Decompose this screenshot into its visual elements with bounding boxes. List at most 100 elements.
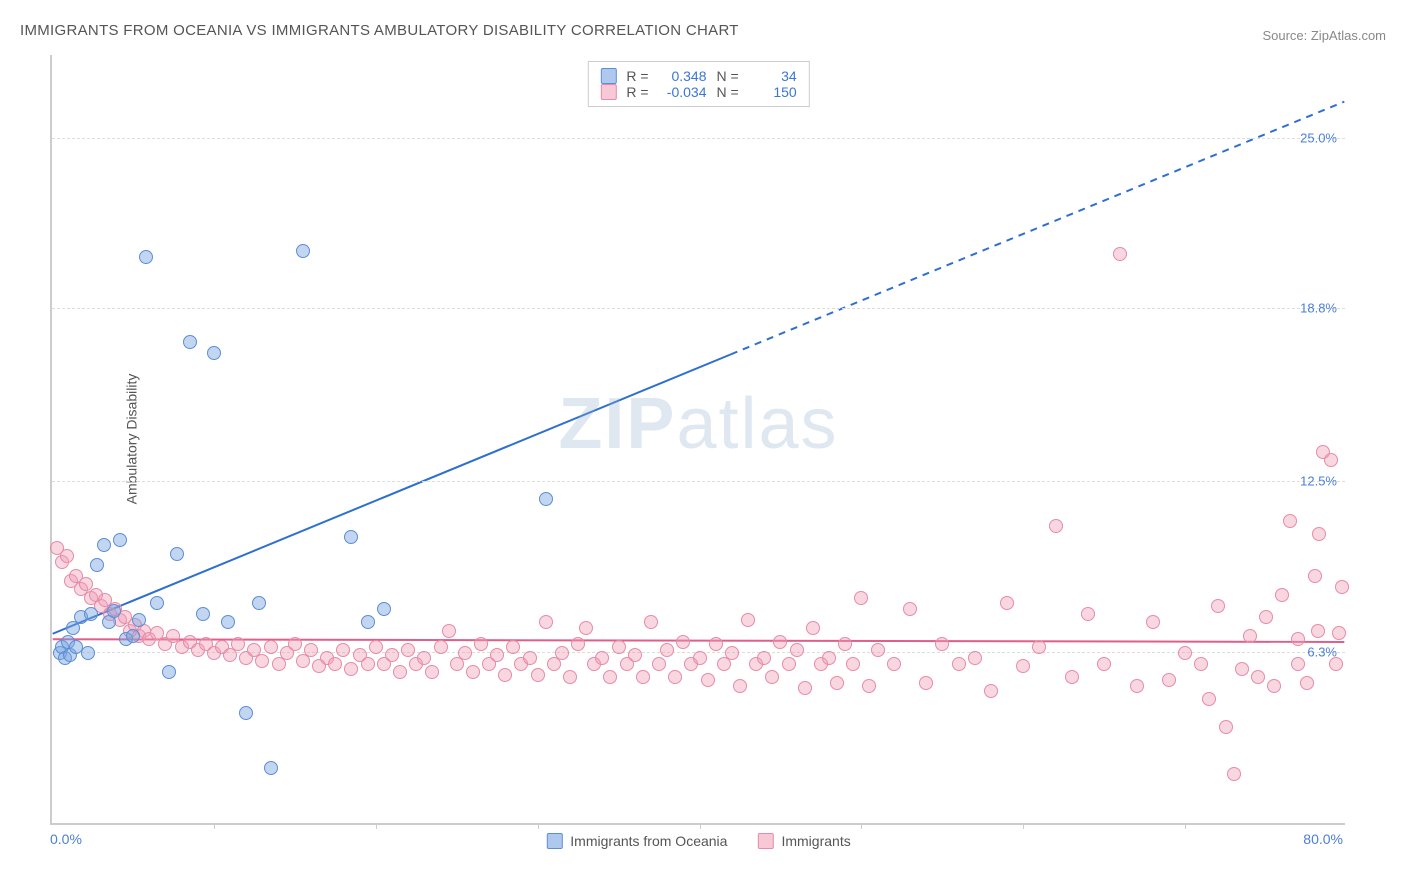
data-point [790, 643, 804, 657]
data-point [1113, 247, 1127, 261]
data-point [1211, 599, 1225, 613]
data-point [1032, 640, 1046, 654]
data-point [1130, 679, 1144, 693]
data-point [1000, 596, 1014, 610]
grid-line-h [52, 308, 1345, 309]
r-label: R = [626, 84, 648, 100]
data-point [1267, 679, 1281, 693]
legend-series: Immigrants from Oceania Immigrants [546, 833, 850, 849]
data-point [733, 679, 747, 693]
y-tick-label: 6.3% [1307, 644, 1337, 659]
data-point [676, 635, 690, 649]
n-value-pink: 150 [749, 84, 797, 100]
data-point [231, 637, 245, 651]
x-tick [538, 823, 539, 829]
data-point [1162, 673, 1176, 687]
data-point [1324, 453, 1338, 467]
source-attribution: Source: ZipAtlas.com [1262, 28, 1386, 43]
data-point [1311, 624, 1325, 638]
swatch-pink-icon [757, 833, 773, 849]
data-point [84, 607, 98, 621]
swatch-blue-icon [600, 68, 616, 84]
data-point [1065, 670, 1079, 684]
data-point [539, 615, 553, 629]
r-value-pink: -0.034 [659, 84, 707, 100]
data-point [903, 602, 917, 616]
x-min-label: 0.0% [50, 831, 82, 847]
data-point [361, 657, 375, 671]
data-point [563, 670, 577, 684]
data-point [442, 624, 456, 638]
data-point [344, 662, 358, 676]
watermark: ZIPatlas [558, 383, 838, 465]
data-point [1235, 662, 1249, 676]
data-point [871, 643, 885, 657]
y-tick-label: 18.8% [1300, 301, 1337, 316]
data-point [701, 673, 715, 687]
data-point [474, 637, 488, 651]
data-point [644, 615, 658, 629]
data-point [506, 640, 520, 654]
data-point [693, 651, 707, 665]
data-point [113, 533, 127, 547]
x-tick [1185, 823, 1186, 829]
data-point [393, 665, 407, 679]
data-point [1291, 657, 1305, 671]
data-point [264, 640, 278, 654]
data-point [1251, 670, 1265, 684]
x-tick [376, 823, 377, 829]
data-point [952, 657, 966, 671]
data-point [838, 637, 852, 651]
data-point [798, 681, 812, 695]
data-point [725, 646, 739, 660]
data-point [1291, 632, 1305, 646]
x-tick [700, 823, 701, 829]
data-point [773, 635, 787, 649]
data-point [854, 591, 868, 605]
data-point [765, 670, 779, 684]
legend-row-pink: R = -0.034 N = 150 [600, 84, 796, 100]
data-point [1227, 767, 1241, 781]
data-point [490, 648, 504, 662]
data-point [1283, 514, 1297, 528]
data-point [239, 706, 253, 720]
data-point [107, 604, 121, 618]
data-point [139, 250, 153, 264]
data-point [162, 665, 176, 679]
data-point [523, 651, 537, 665]
n-value-blue: 34 [749, 68, 797, 84]
data-point [782, 657, 796, 671]
data-point [636, 670, 650, 684]
watermark-zip: ZIP [558, 384, 676, 464]
data-point [579, 621, 593, 635]
data-point [132, 613, 146, 627]
data-point [458, 646, 472, 660]
data-point [628, 648, 642, 662]
legend-item-immigrants: Immigrants [757, 833, 850, 849]
legend-item-oceania: Immigrants from Oceania [546, 833, 727, 849]
legend-correlation: R = 0.348 N = 34 R = -0.034 N = 150 [587, 61, 809, 107]
data-point [498, 668, 512, 682]
data-point [466, 665, 480, 679]
data-point [668, 670, 682, 684]
y-axis-label: Ambulatory Disability [123, 374, 139, 505]
data-point [417, 651, 431, 665]
data-point [603, 670, 617, 684]
data-point [1243, 629, 1257, 643]
data-point [196, 607, 210, 621]
data-point [425, 665, 439, 679]
data-point [328, 657, 342, 671]
data-point [336, 643, 350, 657]
r-label: R = [626, 68, 648, 84]
data-point [822, 651, 836, 665]
data-point [652, 657, 666, 671]
data-point [1178, 646, 1192, 660]
data-point [60, 549, 74, 563]
data-point [660, 643, 674, 657]
data-point [170, 547, 184, 561]
data-point [1259, 610, 1273, 624]
data-point [1275, 588, 1289, 602]
n-label: N = [717, 84, 739, 100]
data-point [150, 596, 164, 610]
data-point [741, 613, 755, 627]
